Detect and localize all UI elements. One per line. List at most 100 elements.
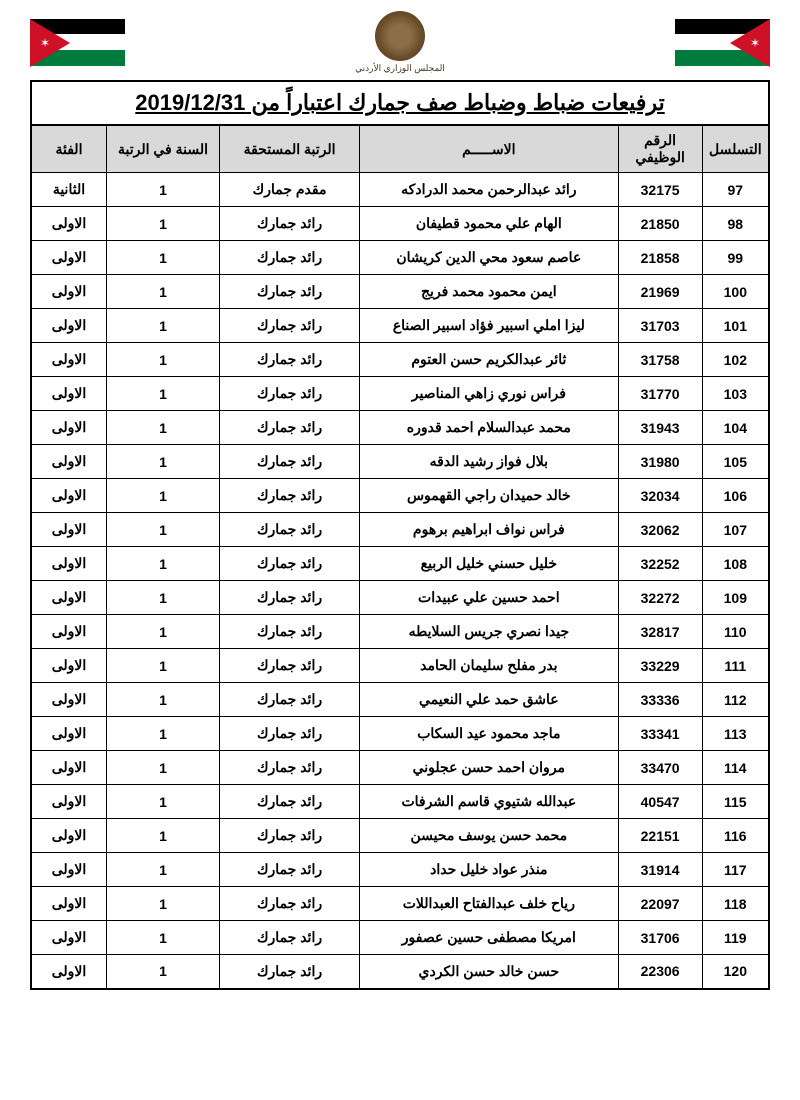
table-cell: محمد حسن يوسف محيسن bbox=[360, 819, 619, 853]
table-cell: 40547 bbox=[618, 785, 702, 819]
table-row: 10131703ليزا املي اسبير فؤاد اسبير الصنا… bbox=[31, 309, 769, 343]
table-row: 11333341ماجد محمود عيد السكابرائد جمارك1… bbox=[31, 717, 769, 751]
table-cell: 1 bbox=[106, 751, 219, 785]
table-cell: امريكا مصطفى حسين عصفور bbox=[360, 921, 619, 955]
table-cell: فراس نواف ابراهيم برهوم bbox=[360, 513, 619, 547]
table-cell: 1 bbox=[106, 547, 219, 581]
table-cell: 22306 bbox=[618, 955, 702, 989]
table-cell: 118 bbox=[702, 887, 769, 921]
table-row: 11731914منذر عواد خليل حدادرائد جمارك1ال… bbox=[31, 853, 769, 887]
table-row: 11433470مروان احمد حسن عجلونيرائد جمارك1… bbox=[31, 751, 769, 785]
table-cell: 31980 bbox=[618, 445, 702, 479]
table-cell: عاصم سعود محي الدين كريشان bbox=[360, 241, 619, 275]
table-row: 11133229بدر مفلح سليمان الحامدرائد جمارك… bbox=[31, 649, 769, 683]
table-cell: 117 bbox=[702, 853, 769, 887]
table-cell: 111 bbox=[702, 649, 769, 683]
table-cell: رائد جمارك bbox=[220, 819, 360, 853]
table-cell: الاولى bbox=[31, 343, 106, 377]
table-row: 9821850الهام علي محمود قطيفانرائد جمارك1… bbox=[31, 207, 769, 241]
emblem-icon: المجلس الوزاري الأردني bbox=[355, 11, 445, 74]
table-row: 9921858عاصم سعود محي الدين كريشانرائد جم… bbox=[31, 241, 769, 275]
table-cell: 1 bbox=[106, 309, 219, 343]
table-cell: 33336 bbox=[618, 683, 702, 717]
table-cell: 31706 bbox=[618, 921, 702, 955]
table-cell: 33229 bbox=[618, 649, 702, 683]
table-cell: 102 bbox=[702, 343, 769, 377]
table-cell: الهام علي محمود قطيفان bbox=[360, 207, 619, 241]
table-cell: الاولى bbox=[31, 445, 106, 479]
table-row: 11931706امريكا مصطفى حسين عصفوررائد جمار… bbox=[31, 921, 769, 955]
table-row: 12022306حسن خالد حسن الكرديرائد جمارك1ال… bbox=[31, 955, 769, 989]
table-cell: 22097 bbox=[618, 887, 702, 921]
table-cell: 99 bbox=[702, 241, 769, 275]
table-cell: 115 bbox=[702, 785, 769, 819]
table-cell: 21850 bbox=[618, 207, 702, 241]
table-cell: 103 bbox=[702, 377, 769, 411]
table-cell: رائد جمارك bbox=[220, 479, 360, 513]
table-row: 10231758ثائر عبدالكريم حسن العتومرائد جم… bbox=[31, 343, 769, 377]
promotions-table: التسلسل الرقم الوظيفي الاســـــم الرتبة … bbox=[30, 124, 770, 990]
table-cell: 1 bbox=[106, 173, 219, 207]
table-cell: خليل حسني خليل الربيع bbox=[360, 547, 619, 581]
table-cell: 108 bbox=[702, 547, 769, 581]
table-cell: الاولى bbox=[31, 683, 106, 717]
table-cell: ثائر عبدالكريم حسن العتوم bbox=[360, 343, 619, 377]
table-cell: 101 bbox=[702, 309, 769, 343]
table-cell: رائد جمارك bbox=[220, 615, 360, 649]
table-cell: بلال فواز رشيد الدقه bbox=[360, 445, 619, 479]
table-cell: 31758 bbox=[618, 343, 702, 377]
table-cell: 105 bbox=[702, 445, 769, 479]
table-cell: رائد جمارك bbox=[220, 581, 360, 615]
table-cell: 107 bbox=[702, 513, 769, 547]
table-header-row: التسلسل الرقم الوظيفي الاســـــم الرتبة … bbox=[31, 125, 769, 173]
table-cell: 1 bbox=[106, 717, 219, 751]
table-cell: 120 bbox=[702, 955, 769, 989]
table-cell: 31943 bbox=[618, 411, 702, 445]
table-cell: ايمن محمود محمد فريج bbox=[360, 275, 619, 309]
table-cell: 1 bbox=[106, 853, 219, 887]
table-cell: خالد حميدان راجي القهموس bbox=[360, 479, 619, 513]
table-cell: ليزا املي اسبير فؤاد اسبير الصناع bbox=[360, 309, 619, 343]
emblem-caption: المجلس الوزاري الأردني bbox=[355, 63, 445, 74]
table-cell: رائد جمارك bbox=[220, 513, 360, 547]
table-cell: 33341 bbox=[618, 717, 702, 751]
table-cell: ماجد محمود عيد السكاب bbox=[360, 717, 619, 751]
table-cell: 104 bbox=[702, 411, 769, 445]
table-cell: 1 bbox=[106, 683, 219, 717]
table-cell: رائد عبدالرحمن محمد الدرادكه bbox=[360, 173, 619, 207]
table-cell: الاولى bbox=[31, 513, 106, 547]
table-cell: الاولى bbox=[31, 275, 106, 309]
table-cell: 32175 bbox=[618, 173, 702, 207]
table-cell: 32034 bbox=[618, 479, 702, 513]
table-cell: رائد جمارك bbox=[220, 717, 360, 751]
table-cell: رائد جمارك bbox=[220, 887, 360, 921]
col-header-rank: الرتبة المستحقة bbox=[220, 125, 360, 173]
table-row: 10832252خليل حسني خليل الربيعرائد جمارك1… bbox=[31, 547, 769, 581]
table-row: 11822097رياح خلف عبدالفتاح العبداللاترائ… bbox=[31, 887, 769, 921]
table-cell: 1 bbox=[106, 241, 219, 275]
table-row: 10021969ايمن محمود محمد فريجرائد جمارك1ا… bbox=[31, 275, 769, 309]
table-cell: 32062 bbox=[618, 513, 702, 547]
title-container: ترفيعات ضباط وضباط صف جمارك اعتباراً من … bbox=[30, 80, 770, 124]
table-cell: رياح خلف عبدالفتاح العبداللات bbox=[360, 887, 619, 921]
table-cell: رائد جمارك bbox=[220, 241, 360, 275]
document-header: ✶ المجلس الوزاري الأردني ✶ bbox=[30, 15, 770, 70]
table-cell: 1 bbox=[106, 581, 219, 615]
table-cell: 1 bbox=[106, 513, 219, 547]
table-cell: الاولى bbox=[31, 207, 106, 241]
table-cell: 1 bbox=[106, 411, 219, 445]
table-row: 11540547عبدالله شتيوي قاسم الشرفاترائد ج… bbox=[31, 785, 769, 819]
table-cell: الاولى bbox=[31, 411, 106, 445]
table-cell: رائد جمارك bbox=[220, 411, 360, 445]
table-cell: 109 bbox=[702, 581, 769, 615]
table-cell: 32252 bbox=[618, 547, 702, 581]
table-cell: 31914 bbox=[618, 853, 702, 887]
col-header-employee-id: الرقم الوظيفي bbox=[618, 125, 702, 173]
table-cell: 1 bbox=[106, 887, 219, 921]
col-header-sequence: التسلسل bbox=[702, 125, 769, 173]
table-cell: 1 bbox=[106, 615, 219, 649]
table-cell: 1 bbox=[106, 343, 219, 377]
table-cell: الاولى bbox=[31, 309, 106, 343]
table-cell: رائد جمارك bbox=[220, 751, 360, 785]
table-cell: رائد جمارك bbox=[220, 377, 360, 411]
